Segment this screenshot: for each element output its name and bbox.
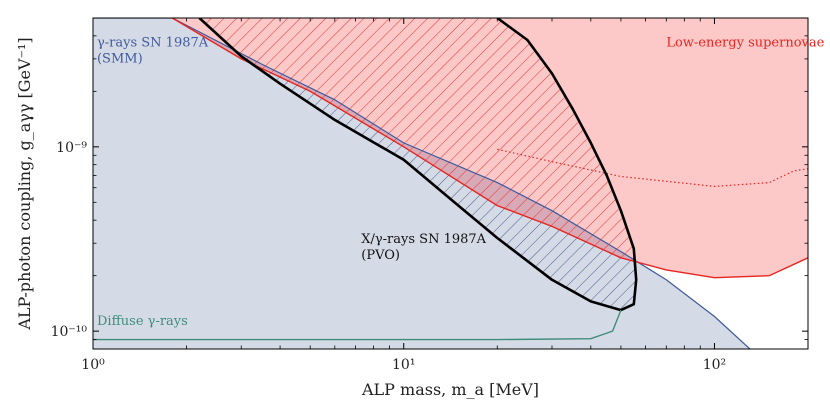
x-tick-label: 10¹: [392, 357, 415, 373]
x-tick-label: 10²: [703, 357, 726, 373]
region-annotation: X/γ-rays SN 1987A (PVO): [361, 232, 486, 263]
region-annotation-line: Low-energy supernovae: [666, 36, 824, 51]
supernova-boundary-line: [171, 18, 808, 279]
region-annotation: γ-rays SN 1987A (SMM): [97, 36, 209, 67]
x-axis-label: ALP mass, m_a [MeV]: [361, 380, 539, 399]
region-annotation-line: (PVO): [361, 248, 400, 263]
plot-frame: [92, 17, 809, 350]
region-annotation-line: Diffuse γ-rays: [97, 314, 188, 329]
supernova-dotted-line: [497, 148, 808, 188]
diffuse-gamma-line: [93, 309, 622, 341]
region-annotation-line: γ-rays SN 1987A: [97, 36, 209, 51]
y-tick-label: 10⁻¹⁰: [51, 324, 88, 340]
region-annotation: Low-energy supernovae: [666, 36, 824, 51]
region-annotation-line: (SMM): [97, 52, 143, 67]
region-annotation: Diffuse γ-rays: [97, 314, 188, 329]
region-annotation-line: X/γ-rays SN 1987A: [361, 232, 486, 247]
y-axis-label: ALP-photon coupling, g_aγγ [GeV⁻¹]: [15, 37, 34, 330]
pvo-boundary-line: [198, 18, 638, 312]
y-tick-label: 10⁻⁹: [56, 140, 87, 156]
x-tick-label: 10⁰: [81, 357, 105, 373]
